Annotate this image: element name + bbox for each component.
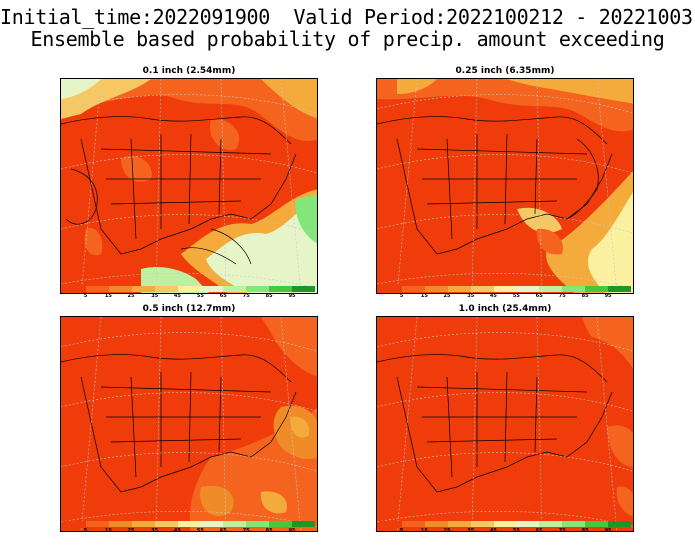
cbar-label: 25 [443, 293, 451, 299]
panel-title: 0.5 inch (12.7mm) [142, 304, 236, 314]
cbar-label: 65 [219, 293, 227, 299]
header-line-2: Ensemble based probability of precip. am… [30, 27, 665, 51]
cbar-label: 55 [196, 528, 204, 534]
cbar-label: 85 [265, 528, 273, 534]
cbar-label: 55 [512, 293, 520, 299]
cbar-label: 45 [173, 528, 181, 534]
map-graphic [61, 317, 317, 531]
cbar-label: 75 [242, 528, 250, 534]
cbar-label: 85 [581, 528, 589, 534]
cbar-label: 65 [535, 293, 543, 299]
map-graphic [61, 79, 317, 293]
cbar-label: 65 [219, 528, 227, 534]
probability-map [60, 78, 318, 294]
panel-0.5-inch: 0.5 inch (12.7mm) [60, 304, 318, 532]
cbar-label: 45 [173, 293, 181, 299]
cbar-label: 85 [581, 293, 589, 299]
cbar-label: 55 [196, 293, 204, 299]
panel-title: 0.25 inch (6.35mm) [455, 66, 555, 76]
cbar-label: 45 [489, 293, 497, 299]
colorbar-labels: 5 15 25 35 45 55 65 75 85 95 [63, 293, 315, 301]
cbar-label: 5 [399, 293, 404, 299]
cbar-label: 75 [558, 528, 566, 534]
cbar-label: 25 [127, 293, 135, 299]
cbar-label: 35 [151, 293, 159, 299]
cbar-label: 15 [420, 293, 428, 299]
cbar-label: 65 [535, 528, 543, 534]
cbar-label: 85 [265, 293, 273, 299]
probability-map [60, 316, 318, 532]
map-graphic [377, 317, 633, 531]
cbar-label: 55 [512, 528, 520, 534]
cbar-label: 15 [104, 528, 112, 534]
probability-map [376, 78, 634, 294]
panel-1.0-inch: 1.0 inch (25.4mm) [376, 304, 634, 532]
cbar-label: 45 [489, 528, 497, 534]
panel-0.25-inch: 0.25 inch (6.35mm) [376, 66, 634, 294]
panel-0.1-inch: 0.1 inch (2.54mm) [60, 66, 318, 294]
cbar-label: 15 [104, 293, 112, 299]
panel-title: 1.0 inch (25.4mm) [458, 304, 552, 314]
cbar-label: 35 [467, 528, 475, 534]
cbar-label: 95 [604, 293, 612, 299]
cbar-label: 5 [399, 528, 404, 534]
cbar-label: 95 [288, 293, 296, 299]
colorbar [379, 521, 631, 527]
header-line-1: Initial_time:2022091900 Valid Period:202… [0, 5, 695, 29]
colorbar [379, 286, 631, 292]
cbar-label: 15 [420, 528, 428, 534]
cbar-label: 95 [288, 528, 296, 534]
cbar-label: 95 [604, 528, 612, 534]
colorbar-labels: 5 15 25 35 45 55 65 75 85 95 [63, 528, 315, 536]
cbar-label: 5 [83, 293, 88, 299]
cbar-label: 25 [443, 528, 451, 534]
panel-title: 0.1 inch (2.54mm) [142, 66, 236, 76]
cbar-label: 75 [558, 293, 566, 299]
colorbar-labels: 5 15 25 35 45 55 65 75 85 95 [379, 293, 631, 301]
cbar-label: 25 [127, 528, 135, 534]
map-graphic [377, 79, 633, 293]
colorbar [63, 286, 315, 292]
cbar-label: 35 [151, 528, 159, 534]
cbar-label: 5 [83, 528, 88, 534]
colorbar-labels: 5 15 25 35 45 55 65 75 85 95 [379, 528, 631, 536]
probability-map [376, 316, 634, 532]
colorbar [63, 521, 315, 527]
cbar-label: 75 [242, 293, 250, 299]
cbar-label: 35 [467, 293, 475, 299]
